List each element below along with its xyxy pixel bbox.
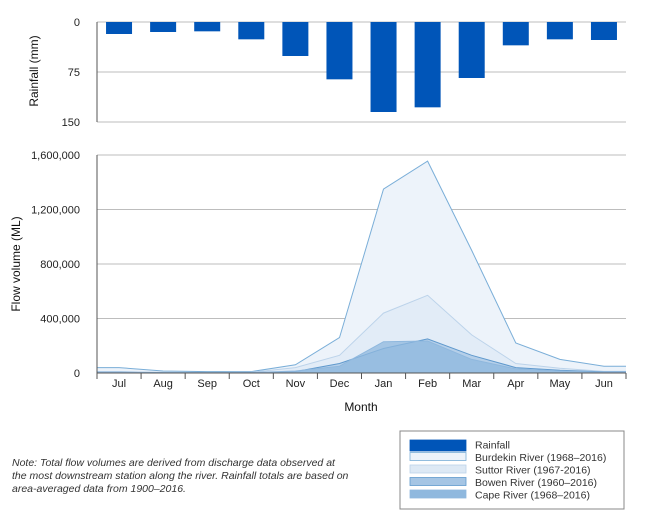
legend-label-1: Rainfall [475,440,510,452]
month-label-jul: Jul [112,378,126,390]
rainfall-bars [106,22,617,112]
legend-label-4: Bowen River (1960–2016) [475,477,597,489]
rainfall-bar-feb [414,22,441,108]
month-label-may: May [549,378,570,390]
rainfall-bar-jul [106,22,133,34]
flow-tick-label: 0 [74,368,80,380]
legend-swatch-4 [409,477,467,486]
rainfall-bar-jan [370,22,397,112]
rainfall-tick-label: 0 [74,17,80,29]
month-label-nov: Nov [286,378,306,390]
flow-tick-label: 400,000 [40,314,80,326]
rainfall-bar-oct [238,22,265,40]
flow-tick-label: 1,200,000 [31,205,80,217]
flow-axis-ticks: 0 400,000 800,000 1,200,000 1,600,000 [31,150,80,380]
month-axis-ticks: Jul Aug Sep Oct Nov Dec Jan Feb Mar Apr May Jun [96,373,627,390]
legend-label-5: Cape River (1968–2016) [475,490,590,502]
legend-swatch-2 [409,452,467,461]
rainfall-bar-dec [326,22,353,80]
legend-swatch-5 [409,489,467,499]
legend-label-2: Burdekin River (1968–2016) [475,452,606,464]
rainfall-gridlines [97,21,626,123]
legend-swatch-3 [409,464,467,474]
rainfall-bar-jun [590,22,617,40]
flow-area-series-1 [97,161,626,373]
rainfall-bar-sep [194,22,221,32]
legend-label-3: Suttor River (1967-2016) [475,465,591,477]
flow-area-series-2 [97,295,626,373]
rainfall-bar-apr [502,22,529,46]
rainfall-tick-label: 150 [62,117,80,129]
flow-tick-label: 800,000 [40,259,80,271]
rainfall-bar-may [546,22,573,40]
rainfall-bar-mar [458,22,485,78]
flow-line-series-1 [97,160,626,373]
rainfall-axis-ticks: 0 75 150 [62,17,80,129]
rainfall-tick-label: 75 [68,67,80,79]
rainfall-axis-title: Rainfall (mm) [27,35,41,106]
flow-tick-label: 1,600,000 [31,150,80,162]
month-label-feb: Feb [418,378,437,390]
month-label-jun: Jun [595,378,613,390]
x-axis-title: Month [344,400,377,414]
flow-area-series-4 [97,341,626,373]
month-label-jan: Jan [375,378,393,390]
month-label-sep: Sep [197,378,217,390]
flow-areas [97,160,626,374]
month-label-dec: Dec [330,378,350,390]
month-label-apr: Apr [507,378,524,390]
legend-swatch-1 [409,439,467,452]
chart-note: Note: Total flow volumes are derived fro… [12,457,349,495]
month-label-aug: Aug [153,378,173,390]
month-label-oct: Oct [243,378,260,390]
rainfall-bar-nov [282,22,309,56]
rainfall-bar-aug [150,22,177,32]
month-label-mar: Mar [462,378,481,390]
flow-axis-title: Flow volume (ML) [9,216,23,311]
